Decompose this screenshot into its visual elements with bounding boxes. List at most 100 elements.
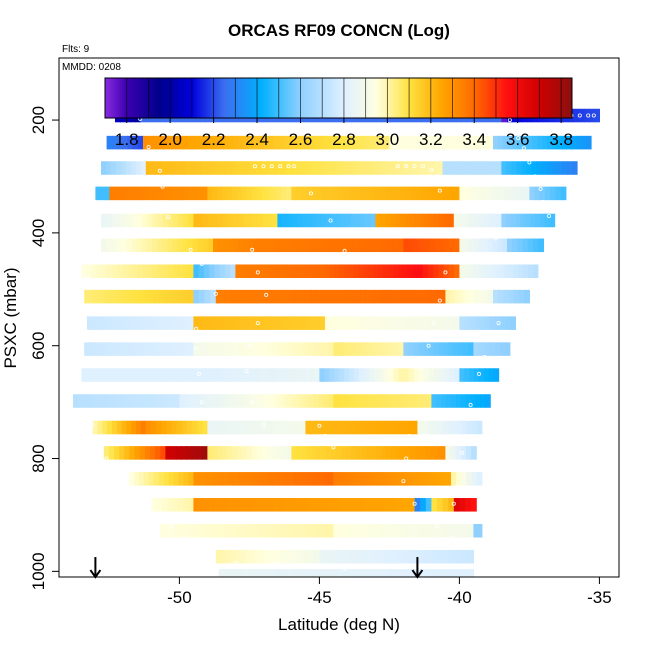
heatmap-cell [459, 289, 466, 304]
heatmap-cell [415, 289, 422, 304]
heatmap-cell [263, 472, 269, 486]
heatmap-cell [463, 342, 469, 356]
heatmap-cell [126, 368, 133, 382]
heatmap-cell [422, 420, 428, 435]
heatmap-cell [468, 342, 474, 356]
heatmap-cell [193, 472, 199, 486]
heatmap-cell [173, 186, 179, 201]
heatmap-cell [422, 161, 429, 175]
heatmap-cell [365, 446, 372, 460]
heatmap-cell [433, 549, 440, 564]
heatmap-cell [182, 186, 189, 201]
heatmap-cell [507, 135, 514, 150]
heatmap-cell [249, 523, 255, 538]
heatmap-cell [471, 472, 478, 486]
heatmap-cell [153, 472, 160, 486]
heatmap-cell [259, 523, 265, 538]
heatmap-cell [125, 161, 132, 175]
heatmap-cell [305, 289, 312, 304]
heatmap-cell [148, 342, 155, 356]
heatmap-cell [323, 394, 330, 408]
heatmap-cell [191, 161, 197, 175]
heatmap-cell [228, 342, 234, 356]
heatmap-cell [458, 213, 464, 228]
heatmap-cell [468, 135, 474, 150]
heatmap-cell [155, 446, 161, 460]
heatmap-cell [178, 289, 185, 304]
heatmap-cell [92, 316, 98, 330]
colorbar: 1.8 2.0 2.2 2.4 2.6 2.8 3.0 3.2 3.4 3.6 3.8 [104, 77, 573, 149]
heatmap-cell [474, 264, 480, 279]
heatmap-cell [173, 289, 180, 304]
heatmap-cell [166, 368, 173, 382]
heatmap-cell [338, 523, 344, 538]
heatmap-cell [388, 264, 394, 279]
heatmap-cell [581, 135, 587, 150]
heatmap-cell [348, 523, 354, 538]
heatmap-cell [212, 420, 218, 435]
heatmap-cell [464, 316, 471, 330]
heatmap-cell [373, 264, 379, 279]
heatmap-cell [349, 368, 355, 382]
track-point [412, 501, 417, 506]
heatmap-cell [383, 264, 389, 279]
heatmap-cell [521, 161, 528, 175]
heatmap-cell [106, 264, 113, 279]
heatmap-cell [330, 289, 337, 304]
heatmap-cell [115, 161, 122, 175]
heatmap-cell [196, 446, 203, 460]
heatmap-cell [425, 446, 432, 460]
heatmap-cell [560, 186, 567, 201]
track-point [317, 423, 322, 428]
heatmap-cell [358, 238, 364, 253]
heatmap-cell [344, 549, 350, 564]
heatmap-cell [198, 316, 205, 330]
track-point [194, 326, 199, 331]
heatmap-cell [463, 549, 470, 564]
heatmap-cell [454, 186, 460, 201]
heatmap-cell [393, 549, 400, 564]
heatmap-cell [176, 420, 183, 435]
heatmap-cell [213, 135, 220, 150]
track-point [404, 456, 409, 461]
heatmap-cell [102, 316, 108, 330]
heatmap-cell [388, 238, 394, 253]
track-point [255, 321, 260, 326]
heatmap-cell [228, 569, 235, 577]
heatmap-cell [319, 135, 325, 150]
heatmap-cell [390, 213, 396, 228]
heatmap-cell [364, 498, 370, 512]
heatmap-cell [434, 186, 441, 201]
heatmap-cell [402, 420, 408, 435]
heatmap-cell [293, 498, 300, 512]
heatmap-cell [153, 342, 160, 356]
heatmap-cell [471, 420, 478, 435]
heatmap-cell [446, 394, 452, 408]
heatmap-cell [469, 316, 476, 330]
heatmap-cell [251, 186, 258, 201]
heatmap-cell [186, 161, 192, 175]
heatmap-cell [285, 289, 292, 304]
heatmap-cell [375, 213, 381, 228]
track-point [261, 422, 266, 427]
heatmap-cell [130, 161, 137, 175]
heatmap-cell [525, 213, 532, 228]
heatmap-cell [511, 161, 518, 175]
heatmap-cells [73, 108, 600, 577]
heatmap-cell [483, 238, 489, 253]
heatmap-cell [461, 472, 467, 486]
heatmap-cell [149, 394, 155, 408]
heatmap-cell [253, 238, 259, 253]
heatmap-cell [266, 186, 273, 201]
heatmap-cell [383, 368, 390, 382]
heatmap-cell [238, 498, 245, 512]
heatmap-cell [111, 135, 118, 150]
heatmap-cell [254, 523, 260, 538]
heatmap-cell [318, 472, 324, 486]
y-tick-label: 200 [29, 106, 48, 134]
track-point [401, 479, 406, 484]
heatmap-cell [203, 316, 210, 330]
heatmap-cell [343, 264, 350, 279]
heatmap-cell [236, 161, 242, 175]
heatmap-cell [443, 342, 449, 356]
